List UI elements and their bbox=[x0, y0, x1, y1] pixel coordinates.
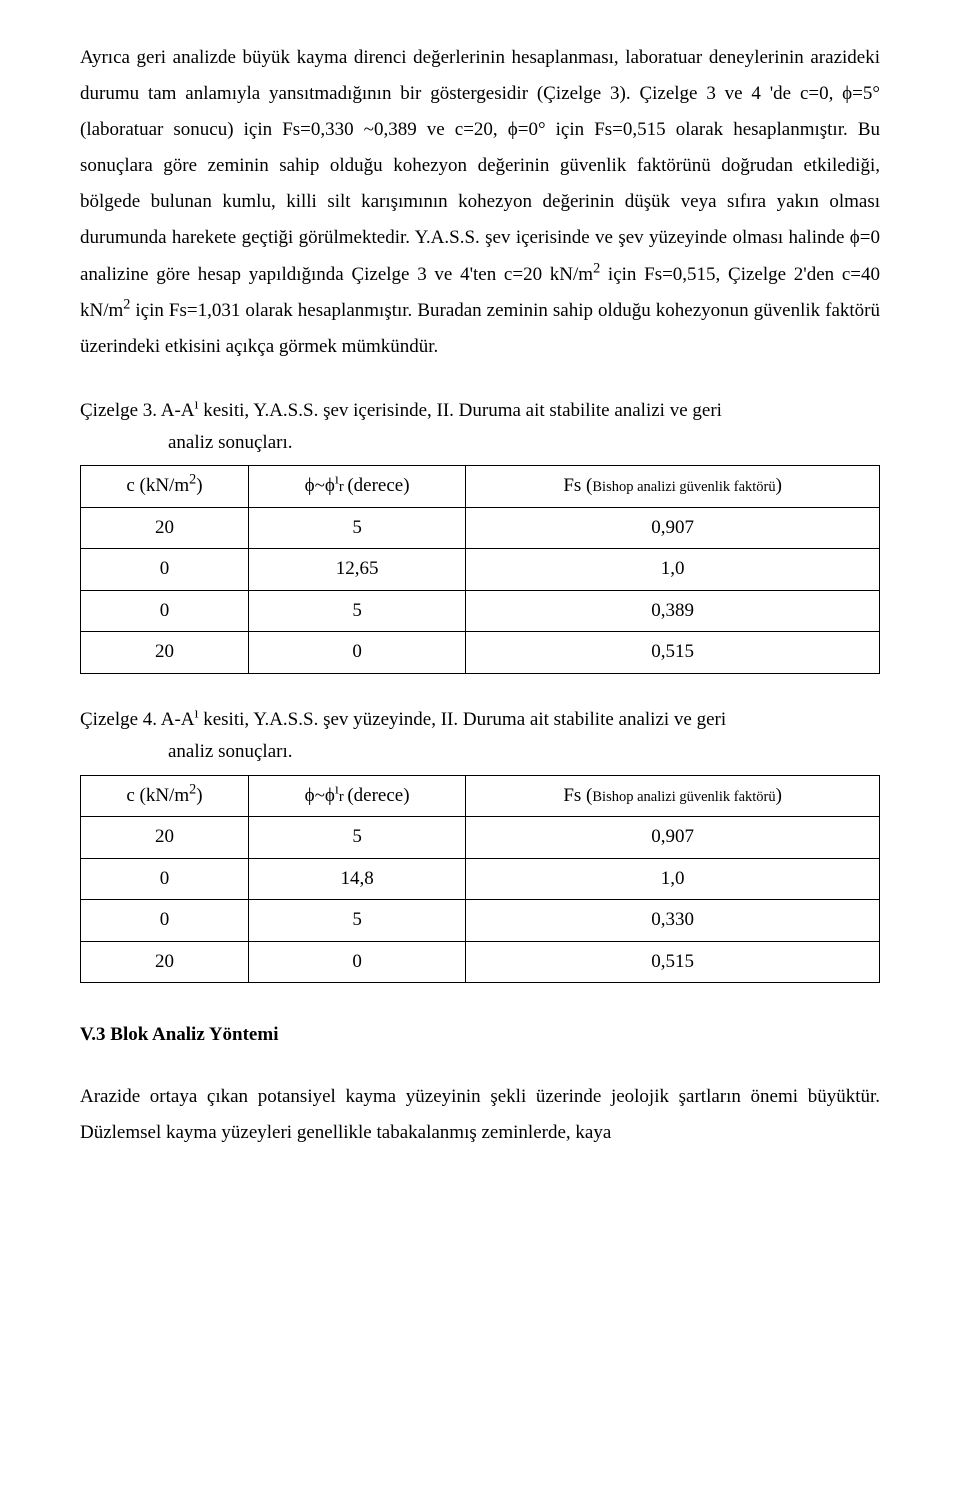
col-header-phi: ϕ~ϕır (derece) bbox=[248, 775, 465, 817]
paragraph-1: Ayrıca geri analizde büyük kayma direnci… bbox=[80, 40, 880, 365]
hdr-phi-a: ϕ~ϕ bbox=[305, 785, 335, 806]
hdr-fs-note: Bishop analizi güvenlik faktörü bbox=[592, 789, 775, 805]
p1-text-c: için Fs=1,031 olarak hesaplanmıştır. Bur… bbox=[80, 300, 880, 357]
table-header-row: c (kN/m2) ϕ~ϕır (derece) Fs (Bishop anal… bbox=[81, 775, 880, 817]
paragraph-2: Arazide ortaya çıkan potansiyel kayma yü… bbox=[80, 1079, 880, 1151]
caption3-b: kesiti, Y.A.S.S. şev içerisinde, II. Dur… bbox=[198, 400, 721, 421]
hdr-c-a: c (kN/m bbox=[126, 475, 189, 496]
hdr-c-a: c (kN/m bbox=[126, 785, 189, 806]
cell: 0 bbox=[81, 590, 249, 632]
cell: 14,8 bbox=[248, 858, 465, 900]
cell: 0 bbox=[81, 900, 249, 942]
caption3-a: Çizelge 3. A-A bbox=[80, 400, 195, 421]
caption3-c: analiz sonuçları. bbox=[80, 427, 880, 459]
section-heading: V.3 Blok Analiz Yöntemi bbox=[80, 1017, 880, 1053]
hdr-phi-a: ϕ~ϕ bbox=[305, 475, 335, 496]
table-row: 0 14,8 1,0 bbox=[81, 858, 880, 900]
table-row: 0 5 0,389 bbox=[81, 590, 880, 632]
cell: 20 bbox=[81, 941, 249, 983]
caption4-a: Çizelge 4. A-A bbox=[80, 709, 195, 730]
cell: 20 bbox=[81, 632, 249, 674]
p1-text-a: Ayrıca geri analizde büyük kayma direnci… bbox=[80, 47, 880, 285]
hdr-fs-note: Bishop analizi güvenlik faktörü bbox=[592, 479, 775, 495]
cell: 5 bbox=[248, 507, 465, 549]
cell: 20 bbox=[81, 817, 249, 859]
cell: 1,0 bbox=[466, 549, 880, 591]
table4-caption: Çizelge 4. A-Aı kesiti, Y.A.S.S. şev yüz… bbox=[80, 704, 880, 769]
hdr-phi-b: (derece) bbox=[347, 475, 409, 496]
hdr-fs-a: Fs ( bbox=[563, 475, 592, 496]
cell: 0 bbox=[81, 858, 249, 900]
hdr-phi-b: (derece) bbox=[347, 785, 409, 806]
cell: 1,0 bbox=[466, 858, 880, 900]
cell: 0,330 bbox=[466, 900, 880, 942]
cell: 5 bbox=[248, 590, 465, 632]
cell: 5 bbox=[248, 817, 465, 859]
col-header-c: c (kN/m2) bbox=[81, 775, 249, 817]
caption4-c: analiz sonuçları. bbox=[80, 736, 880, 768]
table-row: 0 12,65 1,0 bbox=[81, 549, 880, 591]
col-header-fs: Fs (Bishop analizi güvenlik faktörü) bbox=[466, 775, 880, 817]
cell: 0 bbox=[81, 549, 249, 591]
col-header-c: c (kN/m2) bbox=[81, 466, 249, 508]
table-row: 0 5 0,330 bbox=[81, 900, 880, 942]
cell: 0 bbox=[248, 941, 465, 983]
hdr-c-b: ) bbox=[196, 785, 202, 806]
caption4-b: kesiti, Y.A.S.S. şev yüzeyinde, II. Duru… bbox=[198, 709, 726, 730]
cell: 20 bbox=[81, 507, 249, 549]
cell: 0,515 bbox=[466, 941, 880, 983]
cell: 0,515 bbox=[466, 632, 880, 674]
table-3: c (kN/m2) ϕ~ϕır (derece) Fs (Bishop anal… bbox=[80, 465, 880, 674]
cell: 12,65 bbox=[248, 549, 465, 591]
hdr-fs-b: ) bbox=[776, 475, 782, 496]
table-header-row: c (kN/m2) ϕ~ϕır (derece) Fs (Bishop anal… bbox=[81, 466, 880, 508]
table3-caption: Çizelge 3. A-Aı kesiti, Y.A.S.S. şev içe… bbox=[80, 395, 880, 460]
cell: 0,907 bbox=[466, 817, 880, 859]
table-row: 20 5 0,907 bbox=[81, 507, 880, 549]
col-header-phi: ϕ~ϕır (derece) bbox=[248, 466, 465, 508]
table-row: 20 0 0,515 bbox=[81, 632, 880, 674]
table-4: c (kN/m2) ϕ~ϕır (derece) Fs (Bishop anal… bbox=[80, 775, 880, 984]
col-header-fs: Fs (Bishop analizi güvenlik faktörü) bbox=[466, 466, 880, 508]
hdr-fs-b: ) bbox=[776, 785, 782, 806]
hdr-c-b: ) bbox=[196, 475, 202, 496]
hdr-fs-a: Fs ( bbox=[563, 785, 592, 806]
table-row: 20 0 0,515 bbox=[81, 941, 880, 983]
cell: 5 bbox=[248, 900, 465, 942]
table-row: 20 5 0,907 bbox=[81, 817, 880, 859]
cell: 0 bbox=[248, 632, 465, 674]
cell: 0,907 bbox=[466, 507, 880, 549]
cell: 0,389 bbox=[466, 590, 880, 632]
